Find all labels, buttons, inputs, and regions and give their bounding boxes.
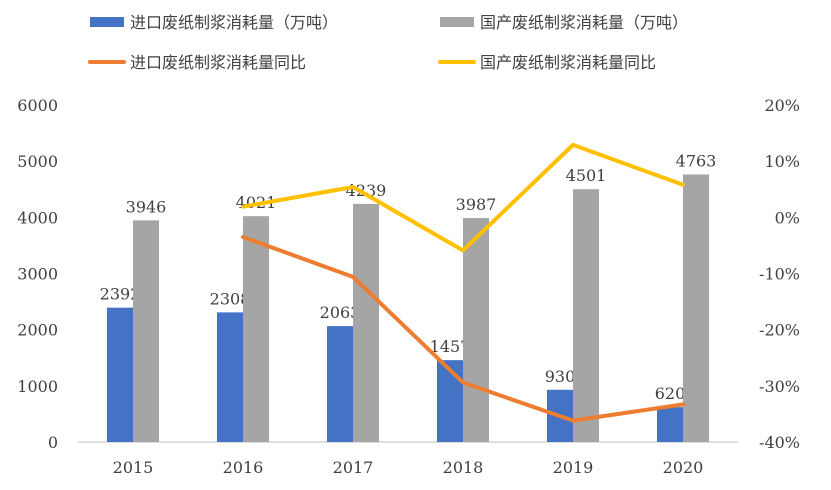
left-tick-label: 1000 [17, 377, 58, 396]
bar-domestic [683, 174, 709, 443]
bar-domestic [353, 203, 379, 442]
left-tick-label: 5000 [17, 152, 58, 171]
data-label: 2308 [210, 289, 251, 308]
bar-import [217, 312, 243, 442]
data-label: 2063 [320, 303, 361, 322]
left-tick-label: 0 [48, 433, 58, 452]
legend-label-3: 进口废纸制浆消耗量同比 [130, 53, 306, 72]
bar-import [327, 326, 353, 442]
bar-import [657, 407, 683, 442]
data-label: 3946 [126, 197, 167, 216]
x-tick-label: 2015 [113, 458, 154, 477]
legend-swatch-2 [440, 17, 474, 27]
line-import-yoy [241, 234, 685, 423]
right-tick-label: 10% [764, 152, 800, 171]
bar-domestic [463, 218, 489, 442]
data-label: 620 [655, 384, 686, 403]
legend-swatch-1 [90, 17, 124, 27]
x-tick-label: 2016 [223, 458, 264, 477]
legend-label-1: 进口废纸制浆消耗量（万吨） [130, 13, 338, 32]
left-tick-label: 6000 [17, 96, 58, 115]
right-tick-label: 0% [775, 208, 800, 227]
bar-import [437, 360, 463, 442]
left-tick-label: 2000 [17, 321, 58, 340]
bar-domestic [573, 189, 599, 442]
right-tick-label: -40% [759, 433, 800, 452]
bar-domestic [133, 220, 159, 442]
data-label: 3987 [456, 195, 497, 214]
data-label: 4239 [346, 181, 387, 200]
legend-label-2: 国产废纸制浆消耗量（万吨） [480, 13, 688, 32]
x-tick-label: 2020 [663, 458, 704, 477]
line-domestic-yoy [241, 142, 685, 253]
x-tick-label: 2017 [333, 458, 374, 477]
x-tick-label: 2018 [443, 458, 484, 477]
x-tick-label: 2019 [553, 458, 594, 477]
data-label: 4501 [566, 166, 607, 185]
right-tick-label: -10% [759, 265, 800, 284]
data-label: 4763 [676, 151, 717, 170]
data-label: 1457 [430, 337, 471, 356]
left-tick-label: 3000 [17, 265, 58, 284]
right-tick-label: -20% [759, 321, 800, 340]
right-tick-label: 20% [764, 96, 800, 115]
data-label: 930 [545, 367, 576, 386]
data-label: 2392 [100, 285, 141, 304]
left-tick-label: 4000 [17, 208, 58, 227]
bar-import [107, 307, 133, 442]
right-tick-label: -30% [759, 377, 800, 396]
legend-label-4: 国产废纸制浆消耗量同比 [480, 53, 656, 72]
bar-domestic [243, 216, 269, 442]
